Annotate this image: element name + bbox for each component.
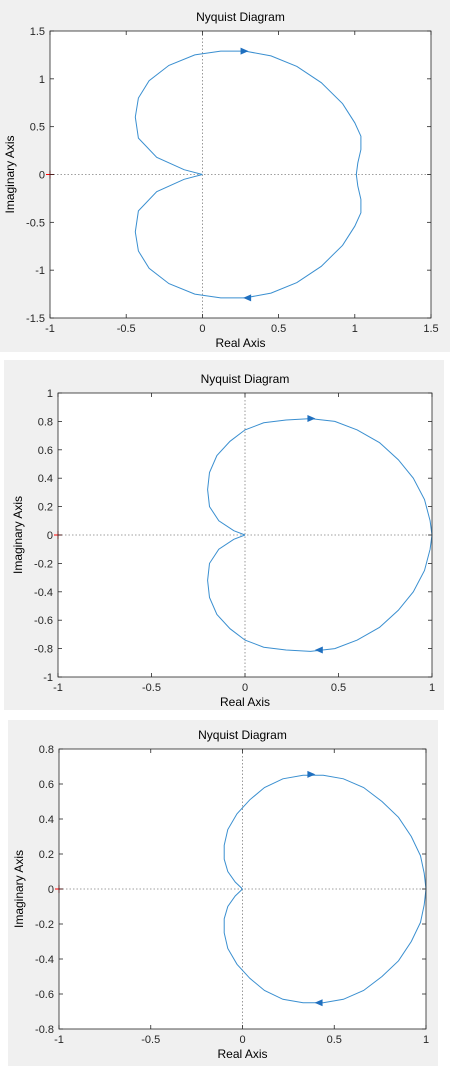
- y-tick-label: -0.2: [34, 558, 53, 570]
- x-tick-label: 1: [423, 1034, 429, 1046]
- x-tick-label: 1: [429, 682, 435, 694]
- y-tick-label: 0.8: [39, 744, 54, 756]
- y-tick-label: 0.4: [38, 473, 53, 485]
- y-axis-label: Imaginary Axis: [11, 496, 25, 574]
- y-tick-label: 0.2: [39, 849, 54, 861]
- x-tick-label: 1.5: [423, 323, 438, 335]
- chart-title: Nyquist Diagram: [201, 372, 290, 386]
- y-tick-label: 0.6: [39, 779, 54, 791]
- y-tick-label: 0.2: [38, 502, 53, 514]
- y-tick-label: 0.6: [38, 445, 53, 457]
- y-tick-label: -0.6: [35, 989, 54, 1001]
- y-tick-label: -1: [43, 672, 53, 684]
- y-tick-label: 0.4: [39, 814, 54, 826]
- direction-arrow-2: [314, 999, 323, 1007]
- x-tick-label: -1: [54, 1034, 64, 1046]
- y-axis-label: Imaginary Axis: [12, 850, 26, 928]
- nyquist-chart-3: -1 -0.5 0 0.5 1 0.8 0.6 0.4 0.2 0 -0.2 -0.4 -0.6 -0.8…: [12, 728, 429, 1061]
- y-tick-label: -0.2: [35, 919, 54, 931]
- nyquist-curve: [134, 50, 362, 299]
- y-tick-label: 1: [47, 388, 53, 400]
- x-tick-label: 0.5: [331, 682, 346, 694]
- y-tick-label: -0.4: [35, 954, 54, 966]
- y-tick-label: -1: [35, 265, 45, 277]
- y-tick-label: 1: [39, 74, 45, 86]
- y-tick-label: -0.4: [34, 587, 53, 599]
- y-tick-label: 0.8: [38, 416, 53, 428]
- x-tick-label: -0.5: [142, 682, 161, 694]
- nyquist-chart-1: -1 -0.5 0 0.5 1 1.51.510.50-0.5-1-1.5Nyquist …: [3, 10, 439, 350]
- y-tick-label: -0.8: [35, 1024, 54, 1036]
- x-tick-label: 0.5: [327, 1034, 342, 1046]
- x-tick-label: -1: [53, 682, 63, 694]
- direction-arrow-1: [307, 415, 316, 423]
- x-tick-label: -0.5: [141, 1034, 160, 1046]
- direction-arrow-2: [243, 294, 252, 302]
- nyquist-figure-3: -1 -0.5 0 0.5 1 0.8 0.6 0.4 0.2 0 -0.2 -0.4 -0.6 -0.8…: [8, 720, 438, 1066]
- x-tick-label: 0: [239, 1034, 245, 1046]
- nyquist-chart-2: -1 -0.5 0 0.5 1 1 0.8 0.6 0.4 0.2 0 -0.2 -0.4 -0.6 -0.…: [11, 372, 435, 709]
- x-tick-label: 0: [199, 323, 205, 335]
- y-tick-label: -1.5: [26, 313, 45, 325]
- y-tick-label: 1.5: [30, 26, 45, 38]
- y-tick-label: -0.6: [34, 615, 53, 627]
- x-axis-label: Real Axis: [215, 336, 265, 350]
- x-tick-label: -0.5: [117, 323, 136, 335]
- x-tick-label: 0.5: [271, 323, 286, 335]
- x-tick-label: 1: [352, 323, 358, 335]
- chart-title: Nyquist Diagram: [198, 728, 287, 742]
- y-tick-label: 0: [47, 530, 53, 542]
- y-axis-label: Imaginary Axis: [3, 135, 17, 213]
- y-tick-label: 0.5: [30, 122, 45, 134]
- direction-arrow-1: [240, 47, 249, 55]
- x-axis-label: Real Axis: [220, 695, 270, 709]
- nyquist-figure-1: -1 -0.5 0 0.5 1 1.5 1.5 1 0.5 0 -0.5 -1 -1.5 Nyquist …: [0, 0, 450, 352]
- y-tick-label: -0.5: [26, 217, 45, 229]
- y-tick-label: -0.8: [34, 644, 53, 656]
- chart-title: Nyquist Diagram: [196, 10, 285, 24]
- y-tick-label: 0: [39, 170, 45, 182]
- x-axis-label: Real Axis: [217, 1047, 267, 1061]
- x-tick-label: 0: [242, 682, 248, 694]
- direction-arrow-1: [307, 770, 316, 778]
- direction-arrow-2: [314, 646, 323, 654]
- nyquist-figure-2: -1 -0.5 0 0.5 1 1 0.8 0.6 0.4 0.2 0 -0.2 -0.4 -0.6 -0.…: [4, 360, 444, 710]
- x-tick-label: -1: [45, 323, 55, 335]
- y-tick-label: 0: [48, 884, 54, 896]
